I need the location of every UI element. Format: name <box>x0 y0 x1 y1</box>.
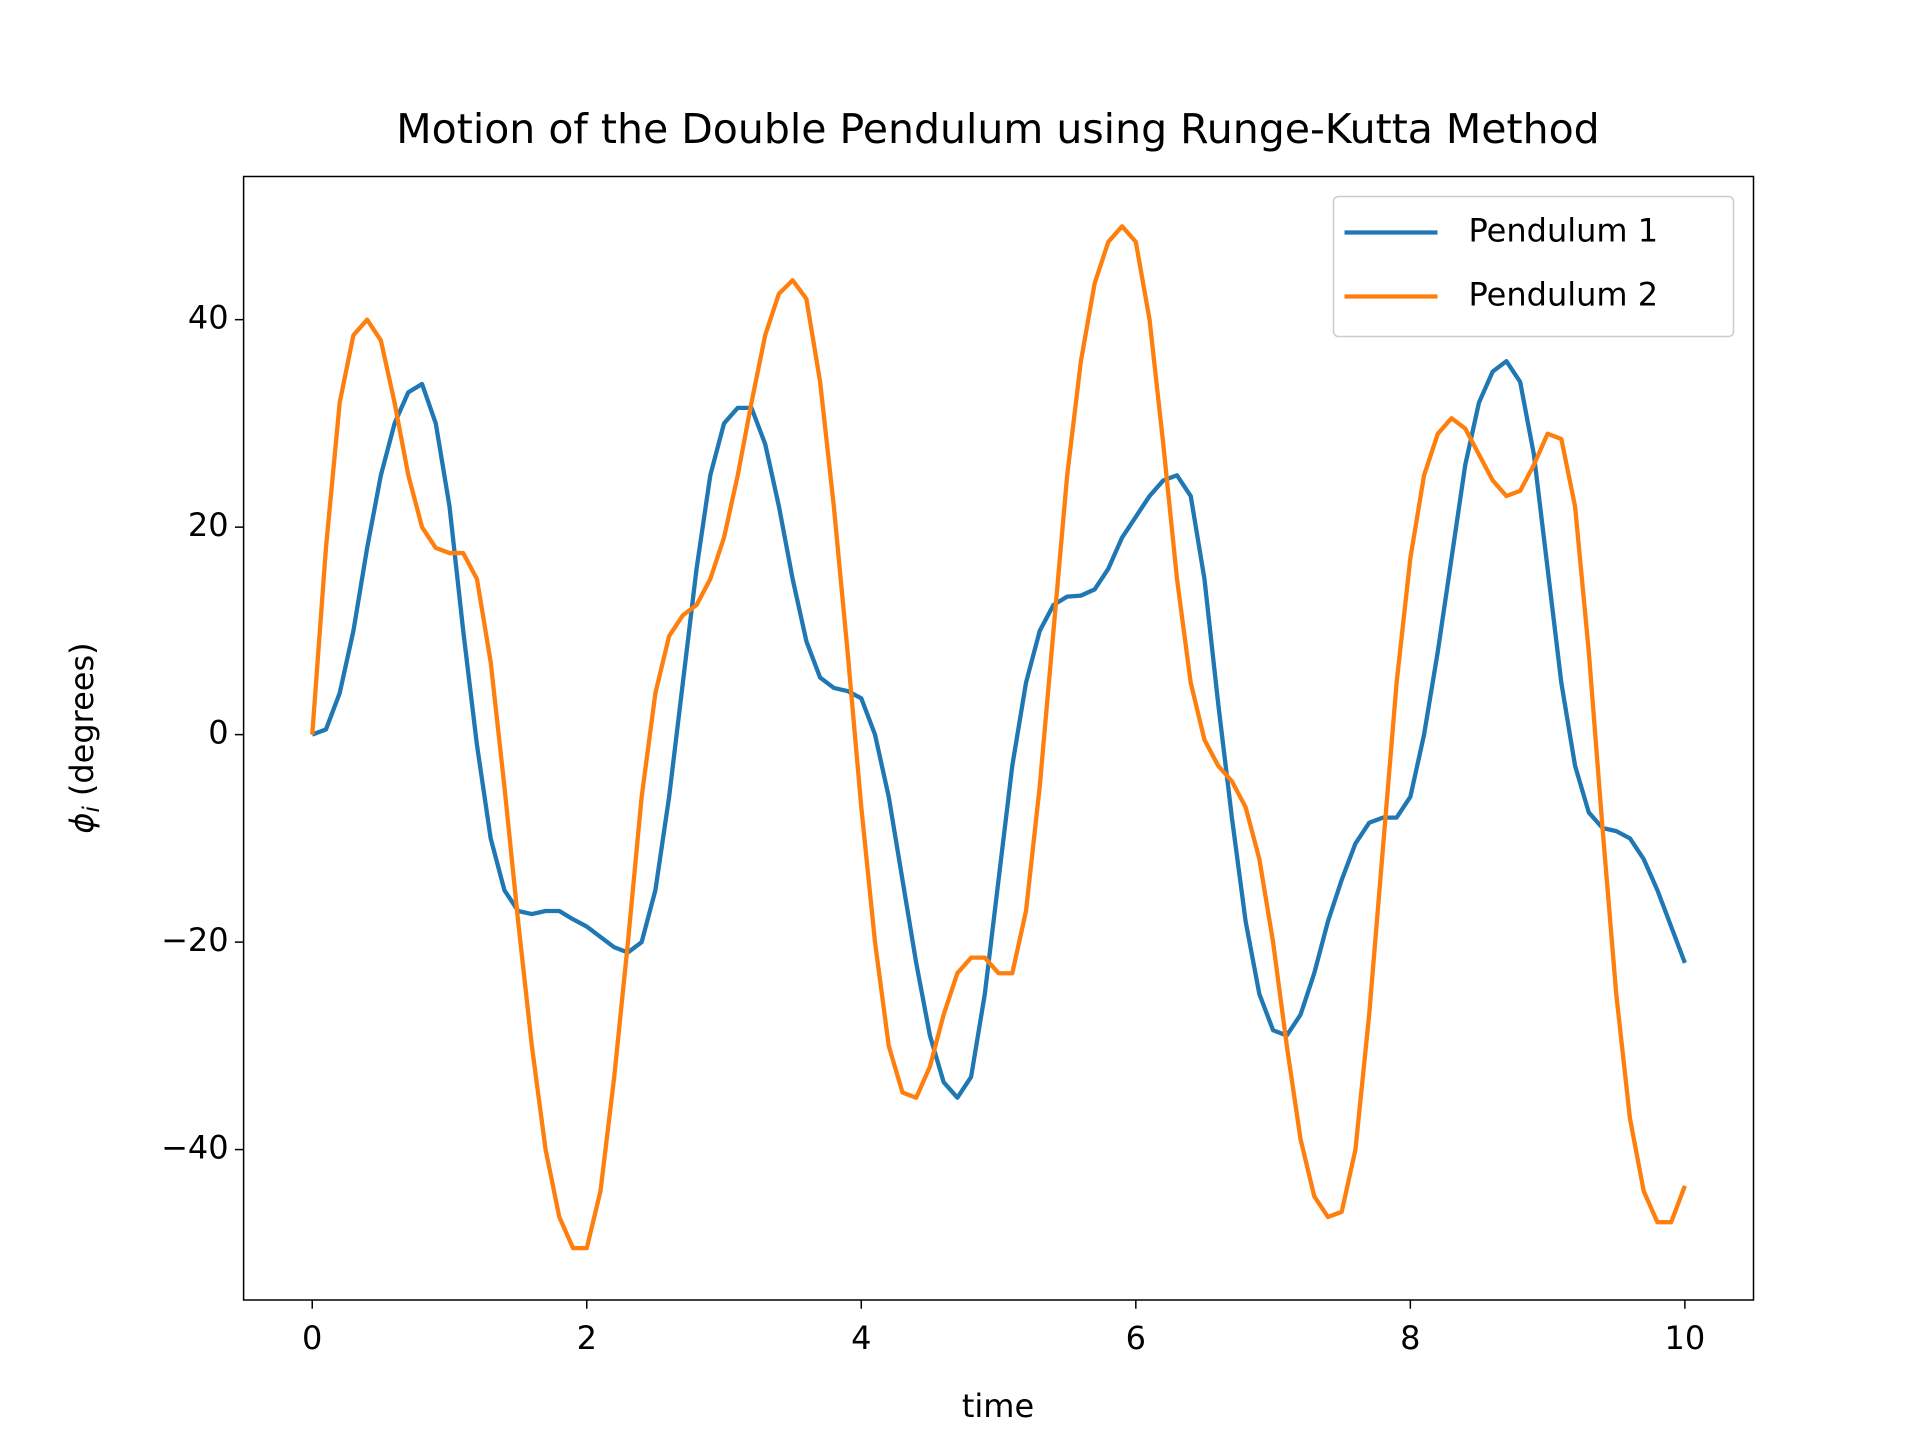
x-tick-label: 6 <box>1126 1319 1146 1357</box>
y-tick-label: 20 <box>188 506 229 544</box>
y-axis-label: ϕi (degrees) <box>63 642 105 833</box>
y-tick-label: 40 <box>188 299 229 337</box>
legend-label: Pendulum 2 <box>1469 276 1659 314</box>
y-tick-label: −20 <box>161 921 229 959</box>
x-tick-label: 10 <box>1665 1319 1706 1357</box>
series-line <box>311 359 1687 1100</box>
y-tick-label: 0 <box>208 714 228 752</box>
x-axis-label: time <box>962 1387 1034 1425</box>
plot-frame <box>242 175 1755 1301</box>
x-tick-label: 0 <box>302 1319 322 1357</box>
x-tick-label: 4 <box>851 1319 871 1357</box>
y-axis-label-text: (degrees) <box>63 642 101 796</box>
x-tick-label: 8 <box>1400 1319 1420 1357</box>
y-axis-label-symbol: ϕ <box>63 813 101 834</box>
y-axis-label-subscript: i <box>79 806 105 813</box>
chart-title: Motion of the Double Pendulum using Rung… <box>396 105 1599 153</box>
legend-label: Pendulum 1 <box>1469 212 1659 250</box>
series-line <box>310 224 1687 1251</box>
y-tick-label: −40 <box>161 1129 229 1167</box>
x-tick-label: 2 <box>577 1319 597 1357</box>
